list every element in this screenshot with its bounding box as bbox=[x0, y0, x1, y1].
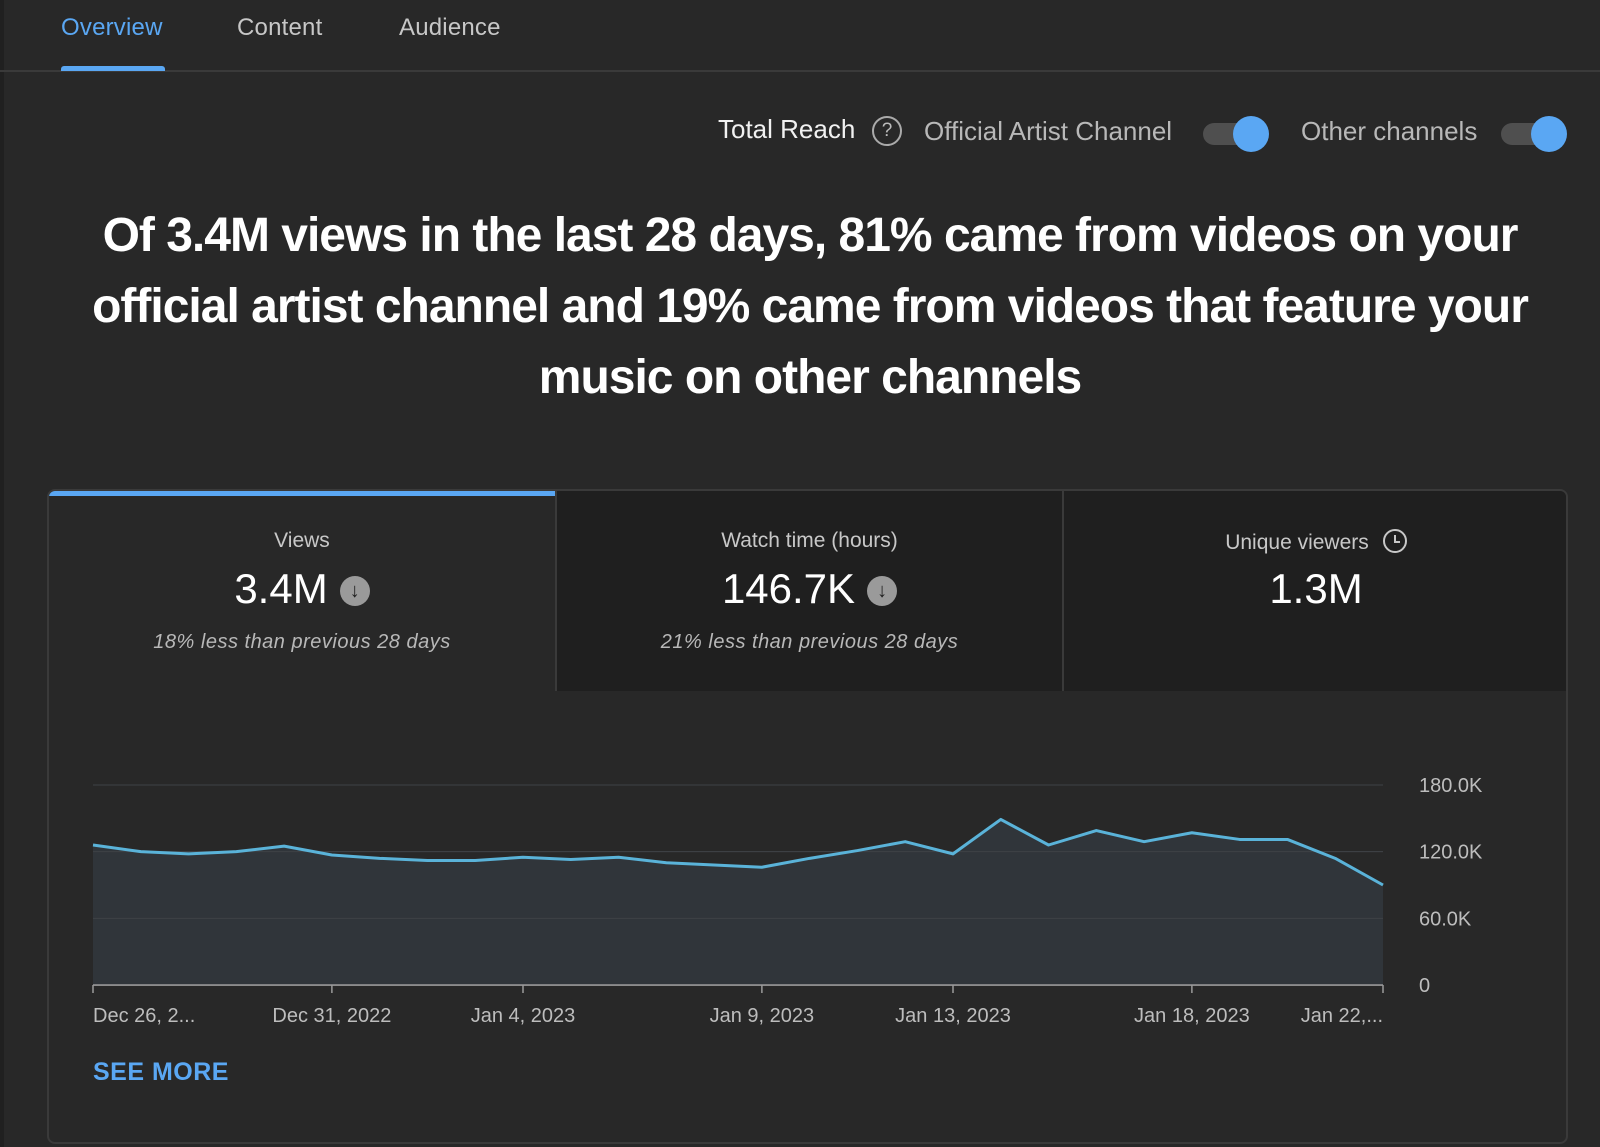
official-artist-channel-label: Official Artist Channel bbox=[924, 116, 1173, 146]
other-channels-toggle[interactable] bbox=[1501, 116, 1567, 152]
toggle-knob bbox=[1233, 116, 1269, 152]
reach-headline: Of 3.4M views in the last 28 days, 81% c… bbox=[92, 209, 1529, 404]
metric-change: 18% less than previous 28 days bbox=[153, 631, 451, 653]
x-tick-label: Jan 22,... bbox=[1301, 1005, 1383, 1027]
arrow-down-circle-icon: ↓ bbox=[339, 576, 370, 606]
metric-value-text: 146.7K bbox=[721, 565, 856, 612]
metrics-card: Views 3.4M ↓ 18% less than previous 28 da… bbox=[47, 489, 1568, 1144]
tab-overview[interactable]: Overview bbox=[61, 14, 163, 41]
metric-tab-views[interactable]: Views 3.4M ↓ 18% less than previous 28 da… bbox=[49, 491, 555, 691]
total-reach-controls: Total Reach ? Official Artist Channel Ot… bbox=[0, 112, 1600, 152]
see-more-link[interactable]: SEE MORE bbox=[93, 1058, 229, 1086]
arrow-down-circle-icon: ↓ bbox=[867, 576, 898, 606]
help-circle-icon[interactable]: ? bbox=[872, 116, 902, 146]
metric-change: 21% less than previous 28 days bbox=[660, 631, 959, 653]
window-edge bbox=[0, 0, 4, 1147]
y-tick-label: 60.0K bbox=[1419, 908, 1472, 930]
metric-value: 1.3M bbox=[1064, 565, 1566, 613]
y-tick-label: 0 bbox=[1419, 975, 1430, 997]
metric-value: 3.4M ↓ bbox=[49, 565, 555, 613]
area-fill bbox=[93, 819, 1383, 985]
x-tick-label: Jan 13, 2023 bbox=[895, 1005, 1011, 1027]
official-artist-channel-toggle[interactable] bbox=[1203, 116, 1269, 152]
x-tick-label: Jan 4, 2023 bbox=[471, 1005, 576, 1027]
x-tick-label: Dec 31, 2022 bbox=[272, 1005, 391, 1027]
metric-value-text: 3.4M bbox=[234, 565, 328, 612]
other-channels-label: Other channels bbox=[1301, 116, 1478, 146]
metric-label-text: Unique viewers bbox=[1225, 531, 1369, 554]
views-chart-svg: 180.0K 120.0K 60.0K 0 Dec 26, 2... Dec 31, 20… bbox=[92, 775, 1483, 1027]
tab-audience[interactable]: Audience bbox=[399, 14, 501, 41]
toggle-knob bbox=[1531, 116, 1567, 152]
tab-content[interactable]: Content bbox=[237, 14, 323, 41]
metric-label: Unique viewers bbox=[1064, 529, 1566, 555]
tab-bar: Overview Content Audience bbox=[0, 0, 1600, 72]
metric-label: Views bbox=[274, 529, 330, 552]
tab-active-indicator bbox=[61, 66, 165, 71]
views-chart: 180.0K 120.0K 60.0K 0 Dec 26, 2... Dec 31, 20… bbox=[49, 691, 1566, 1031]
metric-value: 146.7K ↓ bbox=[557, 565, 1062, 613]
clock-icon[interactable] bbox=[1382, 529, 1407, 553]
metric-tab-unique-viewers[interactable]: Unique viewers 1.3M bbox=[1062, 491, 1566, 691]
x-tick-label: Dec 26, 2... bbox=[93, 1005, 195, 1027]
series-line bbox=[92, 817, 1384, 887]
x-tick-label: Jan 18, 2023 bbox=[1134, 1005, 1250, 1027]
metric-value-text: 1.3M bbox=[1269, 565, 1363, 612]
y-tick-label: 180.0K bbox=[1419, 775, 1483, 797]
y-tick-label: 120.0K bbox=[1419, 842, 1483, 864]
x-tick-label: Jan 9, 2023 bbox=[710, 1005, 815, 1027]
total-reach-title: Total Reach bbox=[718, 114, 856, 144]
metric-label: Watch time (hours) bbox=[721, 529, 898, 552]
metric-selected-indicator bbox=[49, 491, 555, 496]
metric-tab-watch-time[interactable]: Watch time (hours) 146.7K ↓ 21% less than… bbox=[555, 491, 1062, 691]
